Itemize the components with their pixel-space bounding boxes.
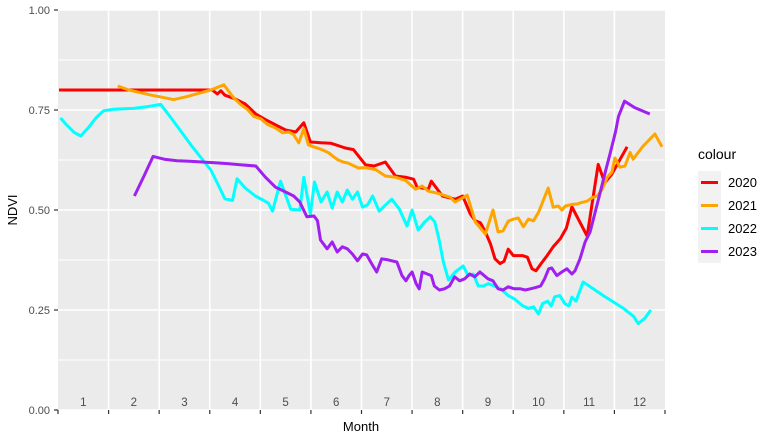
legend-line-swatch [701,250,718,253]
y-axis-tick-labels: 1.00 0.75 0.50 0.25 0.00 [29,5,50,417]
series-line-2023 [133,99,651,292]
month-label-8: 8 [434,397,440,409]
y-tick-label: 0.50 [29,205,50,217]
series-line-2021 [117,83,664,236]
month-label-7: 7 [384,397,390,409]
legend-entry-label: 2022 [728,221,757,236]
y-axis-title: NDVI [5,194,20,225]
legend-entry-label: 2021 [728,198,757,213]
y-tick-label: 1.00 [29,5,50,17]
month-label-6: 6 [333,397,339,409]
month-label-3: 3 [181,397,187,409]
legend-entry-2023: 2023 [698,240,757,263]
legend-entry-2020: 2020 [698,171,757,194]
month-label-4: 4 [232,397,239,409]
month-label-2: 2 [131,397,137,409]
series-line-2022 [59,102,653,326]
month-label-10: 10 [532,397,545,409]
legend-title: colour [698,146,737,162]
legend-key-swatch-box [698,240,721,263]
y-tick-label: 0.25 [29,305,50,317]
month-label-5: 5 [282,397,288,409]
legend-key-swatch-box [698,171,721,194]
month-label-11: 11 [583,397,595,409]
y-tick-label: 0.00 [29,405,50,417]
series-line-2020 [59,88,629,273]
legend-entry-label: 2023 [728,244,757,259]
y-tick-label: 0.75 [29,105,50,117]
data-series-lines [59,83,664,326]
x-axis-month-labels: 1 2 3 4 5 6 7 8 9 10 11 12 [80,397,646,409]
month-label-1: 1 [80,397,86,409]
major-gridlines [58,9,665,411]
month-label-12: 12 [633,397,646,409]
legend-key-swatch-box [698,217,721,240]
legend-line-swatch [701,227,718,230]
legend-key-swatch-box [698,194,721,217]
legend: colour 2020 2021 2022 2023 [698,146,757,263]
x-axis-title: Month [343,419,379,434]
legend-entry-2022: 2022 [698,217,757,240]
month-label-9: 9 [485,397,491,409]
legend-entry-label: 2020 [728,175,757,190]
axis-tick-marks [54,9,666,414]
legend-entry-2021: 2021 [698,194,757,217]
legend-entries: 2020 2021 2022 2023 [698,171,757,263]
legend-line-swatch [701,181,718,184]
legend-line-swatch [701,204,718,207]
